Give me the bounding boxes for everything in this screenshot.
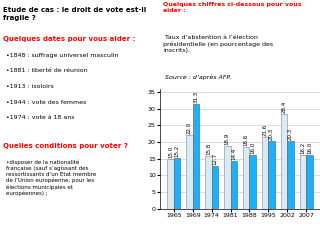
Bar [300,155,306,209]
Bar [167,159,174,209]
Text: 21.6: 21.6 [262,124,268,136]
Text: Source : d’après AFP.: Source : d’après AFP. [163,75,231,80]
Text: 16.0: 16.0 [250,142,255,155]
Text: •1881 : liberté de réunion: •1881 : liberté de réunion [6,68,88,73]
Text: Quelles conditions pour voter ?: Quelles conditions pour voter ? [3,143,128,149]
Bar [212,167,218,209]
Text: •1848 : suffrage universel masculin: •1848 : suffrage universel masculin [6,53,119,58]
Bar [193,104,199,209]
Text: 20.3: 20.3 [269,128,274,140]
Text: 15.8: 15.8 [206,143,211,155]
Text: 16.2: 16.2 [300,142,305,154]
Text: 18.6: 18.6 [244,133,249,146]
Text: 22.0: 22.0 [187,122,192,134]
Text: 16.0: 16.0 [307,142,312,155]
Bar [224,146,230,209]
Bar [268,141,275,209]
Text: 15.2: 15.2 [175,145,180,157]
Text: 15.0: 15.0 [168,145,173,158]
Text: 20.3: 20.3 [288,128,293,140]
Bar [281,114,287,209]
Text: Taux d’abstention à l’élection
présidentielle (en pourcentage des
inscrits).: Taux d’abstention à l’élection président… [163,35,273,53]
Text: 12.7: 12.7 [212,153,218,165]
Text: 14.4: 14.4 [231,148,236,160]
Text: •1974 : vote à 18 ans: •1974 : vote à 18 ans [6,115,75,120]
Bar [262,137,268,209]
Bar [230,161,237,209]
Bar [186,135,193,209]
Bar [250,156,256,209]
Text: •disposer de la nationalité
française (sauf s’agissant des
ressortissants d’un É: •disposer de la nationalité française (s… [6,160,97,196]
Bar [306,156,313,209]
Text: 28.4: 28.4 [281,101,286,113]
Text: •1913 : isoloirs: •1913 : isoloirs [6,84,54,89]
Text: •1944 : vote des femmes: •1944 : vote des femmes [6,100,87,105]
Text: 18.9: 18.9 [225,132,230,145]
Text: 31.3: 31.3 [194,91,199,103]
Text: Quelques dates pour vous aider :: Quelques dates pour vous aider : [3,36,136,42]
Text: Quelques chiffres ci-dessous pour vous
aider :: Quelques chiffres ci-dessous pour vous a… [163,2,302,13]
Bar [287,141,294,209]
Bar [205,156,212,209]
Text: Etude de cas : le droit de vote est-il
fragile ?: Etude de cas : le droit de vote est-il f… [3,7,147,21]
Bar [243,147,250,209]
Bar [174,158,180,209]
